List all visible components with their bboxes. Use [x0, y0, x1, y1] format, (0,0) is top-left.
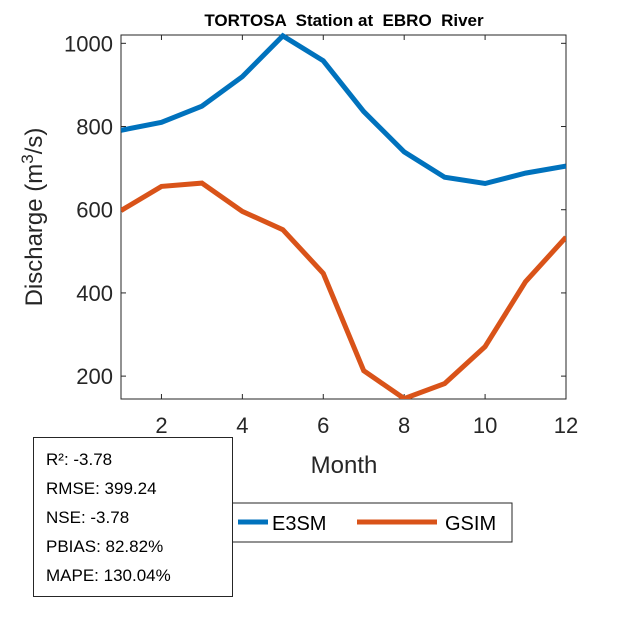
y-tick-label: 800	[76, 115, 113, 140]
legend-label-e3sm: E3SM	[272, 513, 326, 535]
metrics-box: R²: -3.78 RMSE: 399.24 NSE: -3.78 PBIAS:…	[33, 437, 233, 597]
metric-nse: NSE: -3.78	[46, 508, 130, 527]
x-tick-label: 6	[317, 413, 329, 438]
x-axis-label: Month	[311, 452, 378, 479]
x-tick-label: 10	[473, 413, 497, 438]
y-tick-label: 200	[76, 364, 113, 389]
y-tick-label: 400	[76, 281, 113, 306]
legend: E3SM GSIM	[229, 502, 513, 543]
series-line-e3sm	[121, 32, 566, 187]
y-tick-label: 600	[76, 198, 113, 223]
metric-pbias: PBIAS: 82.82%	[46, 537, 164, 556]
y-axis-label: Discharge (m3/s)	[18, 128, 48, 307]
metric-mape: MAPE: 130.04%	[46, 566, 171, 585]
chart-title: TORTOSA Station at EBRO River	[204, 11, 484, 30]
x-tick-label: 2	[155, 413, 167, 438]
x-tick-label: 8	[398, 413, 410, 438]
legend-label-gsim: GSIM	[445, 513, 496, 535]
x-tick-label: 12	[554, 413, 578, 438]
x-tick-label: 4	[236, 413, 248, 438]
y-tick-label: 1000	[64, 31, 113, 56]
metric-rmse: RMSE: 399.24	[46, 479, 157, 498]
metric-r2: R²: -3.78	[46, 450, 113, 469]
series-line-gsim	[121, 180, 566, 399]
